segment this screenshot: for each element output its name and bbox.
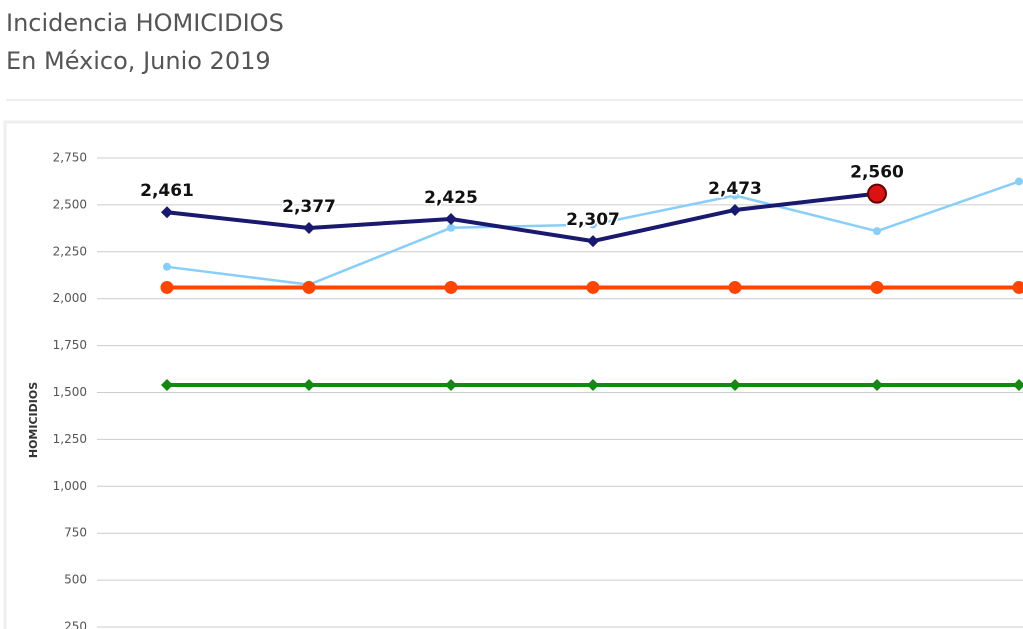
point [303,378,315,391]
y-tick-label: 1,250 [53,432,87,446]
chart-panel [3,120,1023,629]
point [731,191,739,200]
point [445,378,457,391]
chart-title: Incidencia HOMICIDIOS [6,9,284,37]
data-label: 2,425 [424,188,478,208]
y-tick-label: 250 [64,620,87,629]
y-tick-label: 2,500 [53,197,87,211]
point [161,206,173,219]
point [587,378,599,391]
point [589,220,597,229]
point [1015,177,1023,186]
y-tick-label: 2,750 [53,151,87,165]
point [729,378,741,391]
data-label: 2,473 [708,179,762,199]
point [447,223,455,232]
point [161,378,173,391]
point [870,280,884,294]
point [1013,378,1023,391]
point [873,227,881,236]
point [1012,280,1023,294]
y-tick-label: 750 [64,526,87,540]
point [302,280,316,294]
y-tick-label: 1,000 [53,479,87,493]
point [729,203,741,216]
chart-subtitle: En México, Junio 2019 [6,47,271,75]
series-line [166,191,878,244]
point [445,212,457,225]
data-label: 2,461 [140,181,194,201]
y-tick-label: 1,500 [53,385,87,399]
y-tick-label: 1,750 [53,338,87,352]
point [728,280,742,294]
data-label: 2,377 [282,197,336,217]
point [587,235,599,248]
highlight-point [867,183,887,204]
y-axis-title: HOMICIDIOS [27,382,40,458]
point [586,280,600,294]
point [444,280,458,294]
point [303,221,315,234]
y-tick-label: 2,000 [53,291,87,305]
data-label: 2,560 [850,163,904,183]
point [163,262,171,271]
y-tick-label: 500 [64,573,87,587]
point [160,280,174,294]
y-tick-label: 2,250 [53,244,87,258]
data-label: 2,307 [566,210,620,230]
point [871,378,883,391]
